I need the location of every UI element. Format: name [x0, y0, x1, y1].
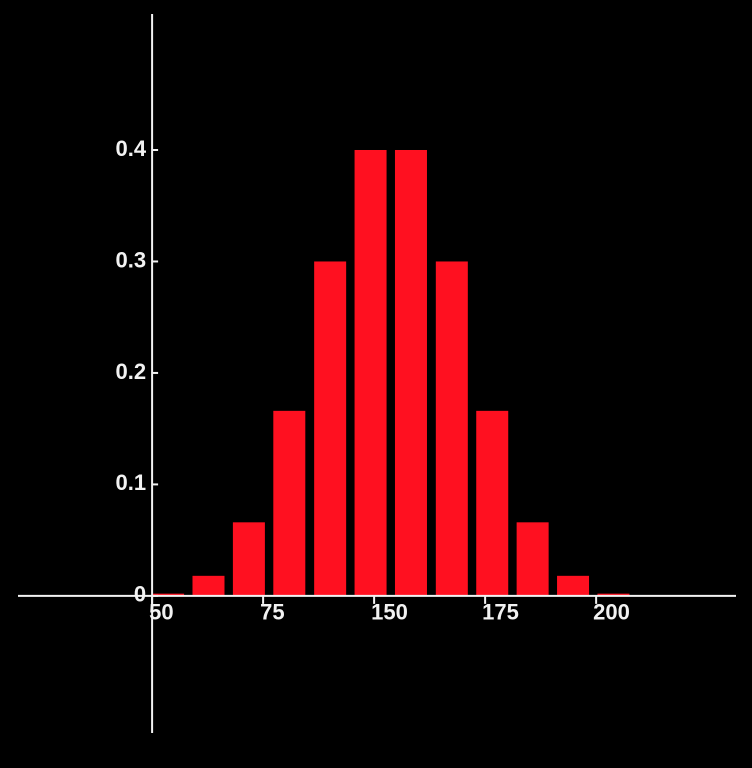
bar — [557, 575, 590, 596]
x-tick-label: 200 — [593, 600, 630, 625]
y-tick-label: 0.4 — [116, 136, 147, 161]
bar — [232, 522, 265, 596]
bar — [273, 410, 306, 596]
bar — [394, 149, 427, 596]
bar — [516, 522, 549, 596]
x-tick-label: 75 — [260, 600, 284, 625]
bar — [354, 149, 387, 596]
bar — [152, 593, 185, 596]
x-tick-label: 50 — [149, 600, 173, 625]
bar — [435, 261, 468, 596]
y-tick-label: 0.2 — [116, 359, 147, 384]
x-tick-label: 175 — [482, 600, 519, 625]
bar — [476, 410, 509, 596]
bar — [314, 261, 347, 596]
bar — [597, 593, 630, 596]
x-tick-label: 150 — [371, 600, 408, 625]
y-tick-label: 0.3 — [116, 247, 147, 272]
y-tick-label: 0 — [134, 582, 146, 607]
y-tick-label: 0.1 — [116, 470, 147, 495]
bar — [192, 575, 225, 596]
